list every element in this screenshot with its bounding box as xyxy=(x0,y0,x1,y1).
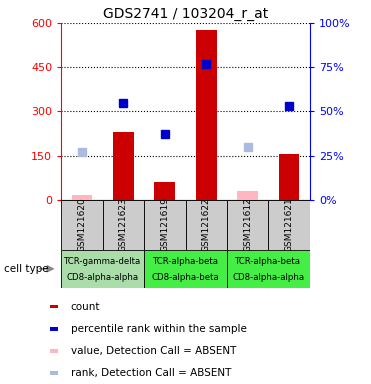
Bar xyxy=(196,30,217,200)
Bar xyxy=(50,327,58,331)
Bar xyxy=(50,371,58,375)
Text: GSM121620: GSM121620 xyxy=(78,197,86,252)
Text: percentile rank within the sample: percentile rank within the sample xyxy=(71,324,247,334)
Text: CD8-alpha-alpha: CD8-alpha-alpha xyxy=(232,273,305,282)
Text: GSM121619: GSM121619 xyxy=(160,197,169,252)
Bar xyxy=(154,182,175,200)
Text: value, Detection Call = ABSENT: value, Detection Call = ABSENT xyxy=(71,346,236,356)
Text: TCR-gamma-delta: TCR-gamma-delta xyxy=(64,257,141,266)
Bar xyxy=(227,200,268,250)
Text: cell type: cell type xyxy=(4,264,48,274)
Text: GSM121622: GSM121622 xyxy=(202,197,211,252)
Bar xyxy=(279,154,299,200)
Title: GDS2741 / 103204_r_at: GDS2741 / 103204_r_at xyxy=(103,7,268,21)
Bar xyxy=(50,305,58,308)
Text: GSM121621: GSM121621 xyxy=(285,197,293,252)
Bar xyxy=(113,132,134,200)
Bar xyxy=(144,250,227,288)
Bar xyxy=(144,200,186,250)
Text: count: count xyxy=(71,302,101,312)
Text: CD8-alpha-beta: CD8-alpha-beta xyxy=(152,273,219,282)
Bar xyxy=(72,195,92,200)
Bar xyxy=(186,200,227,250)
Text: GSM121612: GSM121612 xyxy=(243,197,252,252)
Bar xyxy=(103,200,144,250)
Bar xyxy=(61,200,103,250)
Text: CD8-alpha-alpha: CD8-alpha-alpha xyxy=(66,273,139,282)
Bar xyxy=(61,250,144,288)
Bar xyxy=(237,191,258,200)
Bar xyxy=(268,200,310,250)
Text: TCR-alpha-beta: TCR-alpha-beta xyxy=(235,257,301,266)
Bar xyxy=(227,250,310,288)
Bar xyxy=(50,349,58,353)
Text: GSM121623: GSM121623 xyxy=(119,197,128,252)
Text: TCR-alpha-beta: TCR-alpha-beta xyxy=(152,257,219,266)
Text: rank, Detection Call = ABSENT: rank, Detection Call = ABSENT xyxy=(71,368,231,378)
